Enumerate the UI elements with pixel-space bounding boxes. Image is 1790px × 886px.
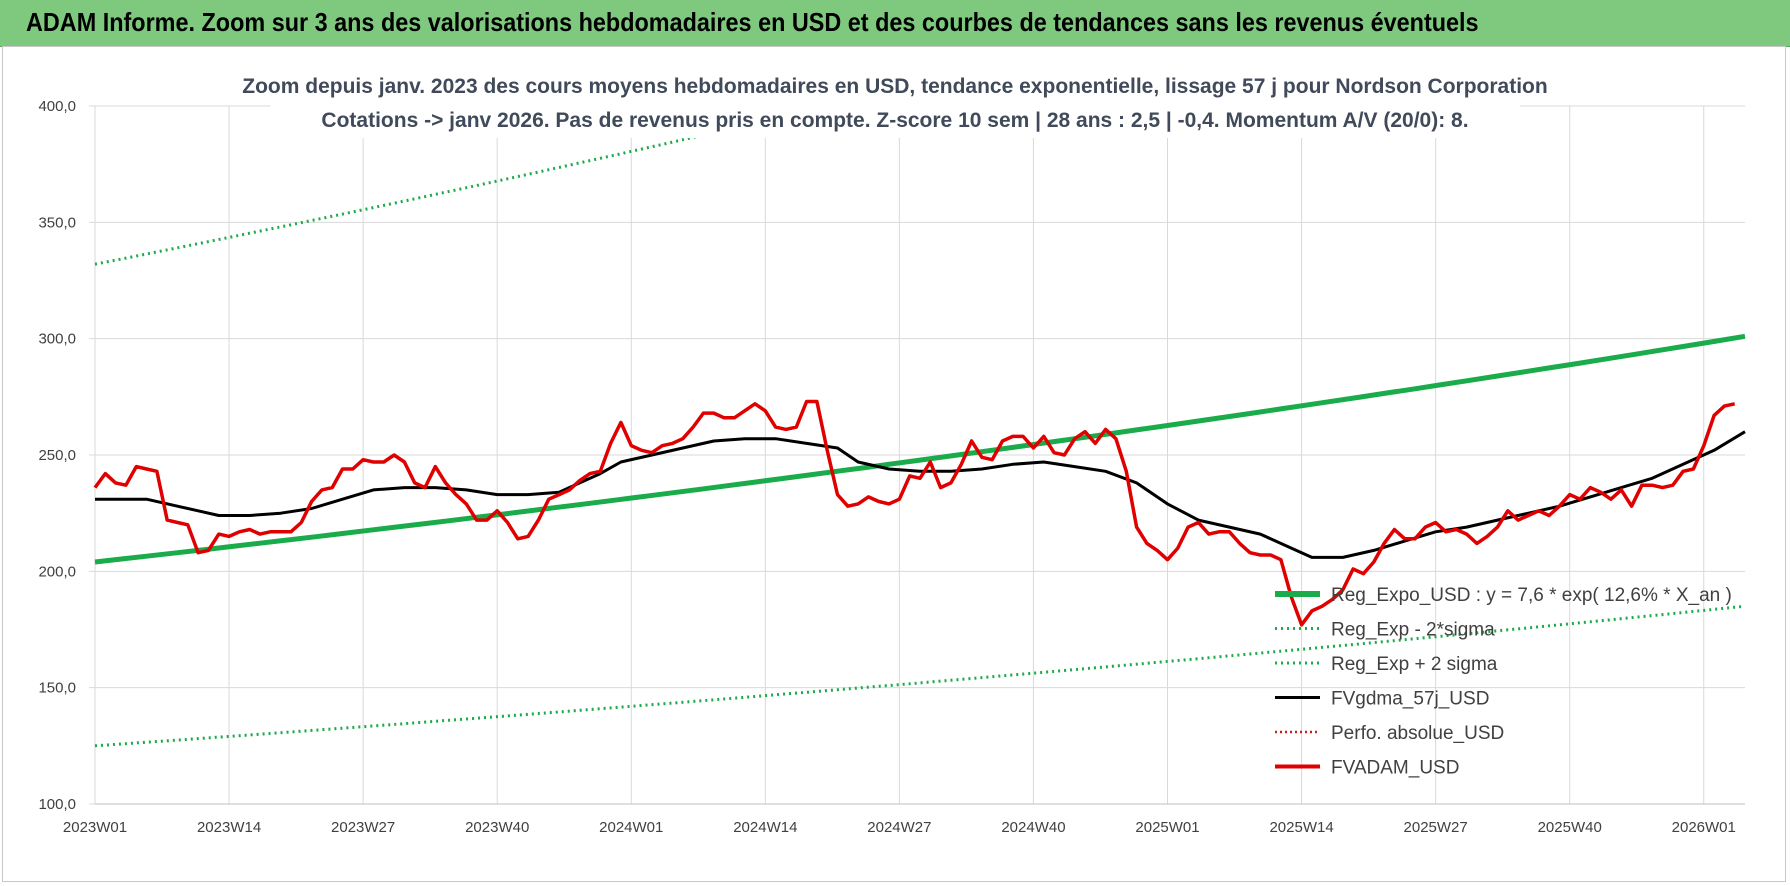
- x-tick-label: 2025W27: [1404, 819, 1468, 836]
- series-trend: [94, 333, 1746, 565]
- x-tick-label: 2023W14: [197, 819, 261, 836]
- y-tick-label: 100,0: [38, 796, 76, 813]
- x-tick-label: 2023W01: [63, 819, 127, 836]
- y-tick-label: 400,0: [38, 98, 76, 115]
- y-axis: 100,0 150,0 200,0 250,0 300,0 350,0 400,0: [38, 98, 76, 813]
- chart-subtitle-line-1: Zoom depuis janv. 2023 des cours moyens …: [242, 75, 1547, 98]
- x-tick-label: 2024W14: [733, 819, 797, 836]
- subtitle-background: [270, 68, 1520, 138]
- x-tick-label: 2023W40: [465, 819, 529, 836]
- x-tick-label: 2025W14: [1269, 819, 1333, 836]
- y-tick-label: 150,0: [38, 680, 76, 697]
- series-layer: [93, 104, 1746, 748]
- series-fvadam: [93, 399, 1736, 627]
- y-tick-label: 350,0: [38, 214, 76, 231]
- legend-label-trend: Reg_Expo_USD : y = 7,6 * exp( 12,6% * X_…: [1331, 585, 1732, 606]
- grid: [89, 105, 1745, 805]
- legend-label-lower: Reg_Exp - 2*sigma: [1331, 620, 1495, 641]
- x-tick-label: 2025W01: [1135, 819, 1199, 836]
- chart-frame: [2, 46, 1786, 882]
- legend-label-perfo: Perfo. absolue_USD: [1331, 723, 1504, 744]
- legend-label-upper: Reg_Exp + 2 sigma: [1331, 654, 1498, 675]
- chart-subtitle-line-2: Cotations -> janv 2026. Pas de revenus p…: [321, 109, 1468, 132]
- legend-label-fvgdma: FVgdma_57j_USD: [1331, 689, 1489, 710]
- series-fvgdma: [95, 430, 1746, 559]
- y-tick-label: 250,0: [38, 447, 76, 464]
- x-tick-label: 2024W27: [867, 819, 931, 836]
- x-tick-label: 2024W40: [1001, 819, 1065, 836]
- y-tick-label: 300,0: [38, 331, 76, 348]
- x-tick-label: 2023W27: [331, 819, 395, 836]
- x-tick-label: 2025W40: [1538, 819, 1602, 836]
- report-title: ADAM Informe. Zoom sur 3 ans des valoris…: [26, 7, 1479, 37]
- legend: Reg_Expo_USD : y = 7,6 * exp( 12,6% * X_…: [1275, 585, 1732, 779]
- x-axis: 2023W01 2023W14 2023W27 2023W40 2024W01 2024W…: [63, 819, 1736, 836]
- x-tick-label: 2026W01: [1672, 819, 1736, 836]
- report-banner: ADAM Informe. Zoom sur 3 ans des valoris…: [0, 0, 1790, 47]
- y-tick-label: 200,0: [38, 563, 76, 580]
- legend-label-fvadam: FVADAM_USD: [1331, 758, 1459, 779]
- x-tick-label: 2024W01: [599, 819, 663, 836]
